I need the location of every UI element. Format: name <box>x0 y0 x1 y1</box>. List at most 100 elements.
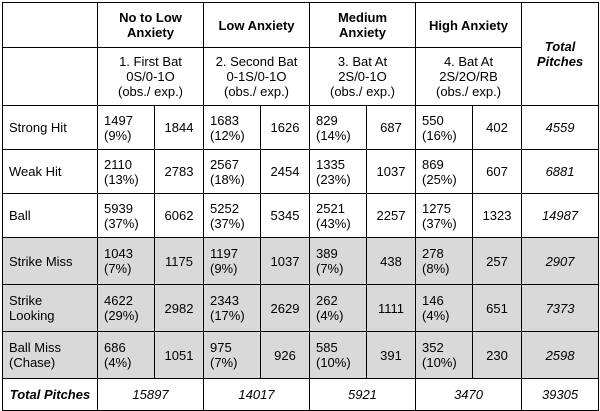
table-row: Strong Hit 1497 (9%) 1844 1683 (12%) 1626 829 (1… <box>2 105 600 150</box>
subheader-second-bat: 2. Second Bat 0-1S/0-1O (obs./ exp.) <box>203 47 310 106</box>
observed-cell: 2110 (13%) <box>97 149 155 194</box>
observed-cell: 869 (25%) <box>415 149 474 194</box>
observed-count: 829 <box>316 112 338 128</box>
expected-cell: 1051 <box>154 331 204 379</box>
observed-percent: (7%) <box>210 355 238 370</box>
expected-cell: 5345 <box>260 193 310 238</box>
row-label-line: Weak Hit <box>9 164 62 179</box>
expected-cell: 230 <box>472 331 523 379</box>
observed-count: 1335 <box>316 156 345 172</box>
observed-percent: (9%) <box>104 127 132 143</box>
row-total-cell: 2907 <box>521 237 600 285</box>
observed-cell: 5939 (37%) <box>97 193 155 238</box>
observed-cell: 1497 (9%) <box>97 105 155 150</box>
row-total-cell: 6881 <box>521 149 600 194</box>
row-total-cell: 14987 <box>521 193 600 238</box>
observed-count: 686 <box>104 340 126 355</box>
observed-percent: (8%) <box>422 261 450 276</box>
observed-percent: (12%) <box>210 127 245 143</box>
row-label: Strike Miss <box>2 237 98 285</box>
subheader-bat-at-2s: 3. Bat At 2S/0-1O (obs./ exp.) <box>308 47 417 106</box>
observed-percent: (17%) <box>210 308 245 323</box>
table-body: Strong Hit 1497 (9%) 1844 1683 (12%) 1626 829 (1… <box>2 105 600 379</box>
expected-cell: 2982 <box>154 284 204 332</box>
expected-cell: 1626 <box>260 105 310 150</box>
observed-cell: 5252 (37%) <box>203 193 261 238</box>
observed-percent: (10%) <box>422 355 457 370</box>
expected-cell: 438 <box>365 237 417 285</box>
observed-count: 2567 <box>210 156 239 172</box>
row-total-cell: 7373 <box>521 284 600 332</box>
observed-percent: (4%) <box>422 308 450 323</box>
subheader-line: 2. Second Bat <box>215 54 298 69</box>
expected-cell: 2454 <box>260 149 310 194</box>
observed-percent: (37%) <box>210 215 245 231</box>
observed-count: 278 <box>422 246 444 261</box>
observed-count: 1043 <box>104 246 133 261</box>
expected-cell: 1037 <box>365 149 417 194</box>
group-header-row: No to Low Anxiety Low Anxiety Medium Anx… <box>2 2 600 106</box>
observed-cell: 4622 (29%) <box>97 284 155 332</box>
observed-cell: 585 (10%) <box>309 331 367 379</box>
total-pitches-header: Total Pitches <box>521 2 600 106</box>
expected-cell: 6062 <box>154 193 204 238</box>
observed-cell: 352 (10%) <box>415 331 474 379</box>
corner-cell-2 <box>2 47 98 106</box>
observed-cell: 262 (4%) <box>309 284 367 332</box>
total-cell: 15897 <box>97 378 204 411</box>
expected-cell: 651 <box>472 284 523 332</box>
subheader-line: (obs./ exp.) <box>223 84 290 99</box>
observed-percent: (43%) <box>316 215 351 231</box>
subheader-line: (obs./ exp.) <box>329 84 396 99</box>
expected-cell: 1111 <box>365 284 417 332</box>
row-label: Ball <box>2 193 98 238</box>
observed-percent: (37%) <box>422 215 457 231</box>
expected-cell: 1175 <box>154 237 204 285</box>
observed-count: 5939 <box>104 200 133 216</box>
observed-count: 1497 <box>104 112 133 128</box>
row-total-cell: 4559 <box>521 105 600 150</box>
expected-cell: 687 <box>365 105 417 150</box>
subheader-line: 0-1S/0-1O <box>226 69 287 84</box>
row-total-cell: 2598 <box>521 331 600 379</box>
table-row: Strike Miss 1043 (7%) 1175 1197 (9%) 1037 389 (7… <box>2 237 600 285</box>
observed-cell: 1275 (37%) <box>415 193 474 238</box>
observed-percent: (23%) <box>316 171 351 187</box>
total-cell: 5921 <box>308 378 417 411</box>
observed-cell: 1043 (7%) <box>97 237 155 285</box>
observed-cell: 389 (7%) <box>309 237 367 285</box>
totals-label: Total Pitches <box>2 378 98 411</box>
observed-count: 1197 <box>210 246 238 261</box>
expected-cell: 2629 <box>260 284 310 332</box>
totals-row: Total Pitches 15897 14017 5921 3470 3930… <box>2 378 600 411</box>
row-label-line: (Chase) <box>9 355 56 370</box>
observed-cell: 2567 (18%) <box>203 149 261 194</box>
observed-count: 262 <box>316 293 338 308</box>
observed-cell: 146 (4%) <box>415 284 474 332</box>
row-label: Strong Hit <box>2 105 98 150</box>
expected-cell: 926 <box>260 331 310 379</box>
observed-percent: (37%) <box>104 215 139 231</box>
observed-cell: 550 (16%) <box>415 105 474 150</box>
observed-cell: 2521 (43%) <box>309 193 367 238</box>
subheader-line: (obs./ exp.) <box>117 84 184 99</box>
observed-cell: 686 (4%) <box>97 331 155 379</box>
subheader-line: 4. Bat At <box>443 54 494 69</box>
row-label-line: Ball <box>9 208 31 223</box>
observed-percent: (14%) <box>316 127 351 143</box>
observed-count: 2110 <box>104 156 132 172</box>
observed-cell: 2343 (17%) <box>203 284 261 332</box>
observed-percent: (7%) <box>316 261 344 276</box>
row-label: Weak Hit <box>2 149 98 194</box>
observed-cell: 278 (8%) <box>415 237 474 285</box>
expected-cell: 607 <box>472 149 523 194</box>
observed-percent: (16%) <box>422 127 457 143</box>
observed-percent: (25%) <box>422 171 457 187</box>
observed-percent: (10%) <box>316 355 351 370</box>
subheader-line: 3. Bat At <box>337 54 388 69</box>
observed-count: 585 <box>316 340 338 355</box>
expected-cell: 402 <box>472 105 523 150</box>
observed-count: 1683 <box>210 112 239 128</box>
expected-cell: 1323 <box>472 193 523 238</box>
